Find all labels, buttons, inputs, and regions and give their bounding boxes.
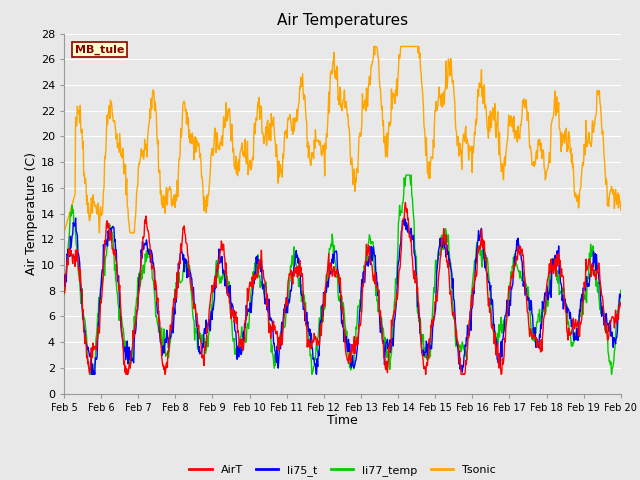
Y-axis label: Air Temperature (C): Air Temperature (C)	[25, 152, 38, 275]
Text: MB_tule: MB_tule	[75, 44, 125, 55]
Title: Air Temperatures: Air Temperatures	[277, 13, 408, 28]
Legend: AirT, li75_t, li77_temp, Tsonic: AirT, li75_t, li77_temp, Tsonic	[185, 460, 500, 480]
X-axis label: Time: Time	[327, 414, 358, 427]
